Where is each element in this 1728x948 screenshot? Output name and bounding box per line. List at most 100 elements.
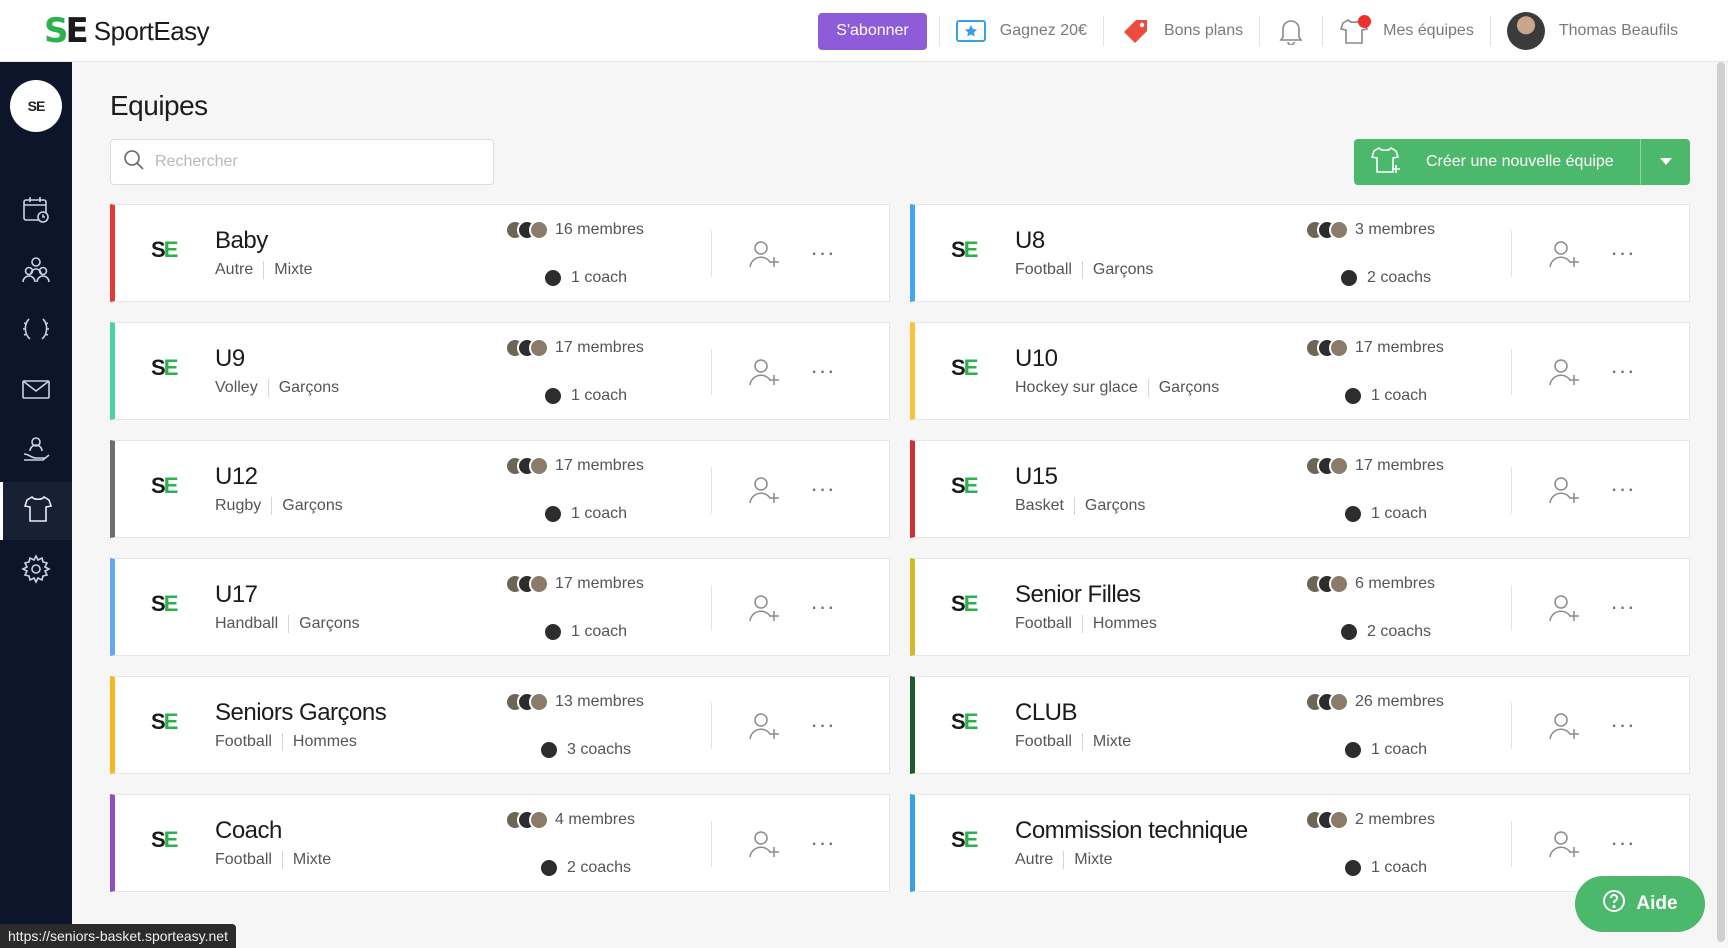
invite-member-button[interactable] (1547, 237, 1581, 271)
coach-avatars (539, 858, 559, 878)
sidebar-item-attendance[interactable] (0, 422, 72, 480)
create-team-button[interactable]: Créer une nouvelle équipe (1354, 139, 1640, 185)
team-members[interactable]: 16 membres (505, 220, 775, 240)
create-team-dropdown-toggle[interactable] (1640, 139, 1690, 185)
team-coaches[interactable]: 2 coachs (1339, 622, 1431, 642)
invite-member-button[interactable] (1547, 709, 1581, 743)
more-options-button[interactable]: ··· (810, 240, 836, 265)
search-input[interactable] (155, 153, 475, 171)
team-name[interactable]: CLUB (1015, 699, 1078, 726)
navbar-actions: S'abonner Gagnez 20€ Bons plans Mes équi… (818, 0, 1694, 62)
invite-member-button[interactable] (1547, 355, 1581, 389)
sidebar-item-teams[interactable] (0, 482, 72, 540)
invite-member-button[interactable] (1547, 473, 1581, 507)
team-card[interactable]: SE U8 Football Garçons 3 membres 2 coachs ··· (910, 204, 1690, 302)
team-members[interactable]: 17 membres (505, 574, 775, 594)
team-card[interactable]: SE Coach Football Mixte 4 membres 2 coachs ··· (110, 794, 890, 892)
team-members[interactable]: 13 membres (505, 692, 775, 712)
invite-member-button[interactable] (747, 591, 781, 625)
team-coaches[interactable]: 1 coach (1343, 740, 1427, 760)
team-name[interactable]: Coach (215, 817, 282, 844)
team-card[interactable]: SE Seniors Garçons Football Hommes 13 membre… (110, 676, 890, 774)
help-button[interactable]: Aide (1575, 876, 1705, 932)
top-navbar: SE SportEasy S'abonner Gagnez 20€ Bons p… (0, 0, 1728, 62)
more-options-button[interactable]: ··· (1610, 240, 1636, 265)
user-menu[interactable]: Thomas Beaufils (1489, 12, 1694, 50)
sidebar-item-settings[interactable] (0, 542, 72, 600)
invite-member-button[interactable] (747, 827, 781, 861)
member-avatars (505, 220, 549, 240)
team-coaches[interactable]: 1 coach (1343, 504, 1427, 524)
team-coaches[interactable]: 1 coach (1343, 858, 1427, 878)
sidebar-item-messages[interactable] (0, 362, 72, 420)
team-name[interactable]: Baby (215, 227, 268, 254)
invite-member-button[interactable] (747, 237, 781, 271)
team-coaches[interactable]: 1 coach (543, 386, 627, 406)
my-teams-link[interactable]: Mes équipes (1322, 15, 1490, 46)
club-logo[interactable]: SE (10, 80, 62, 132)
team-members[interactable]: 17 membres (505, 456, 775, 476)
more-options-button[interactable]: ··· (1610, 594, 1636, 619)
team-coaches[interactable]: 1 coach (1343, 386, 1427, 406)
invite-member-button[interactable] (747, 355, 781, 389)
invite-member-button[interactable] (747, 709, 781, 743)
team-card[interactable]: SE Senior Filles Football Hommes 6 membres 2 … (910, 558, 1690, 656)
team-name[interactable]: Seniors Garçons (215, 699, 387, 726)
earn-link[interactable]: Gagnez 20€ (938, 16, 1103, 46)
team-name[interactable]: U15 (1015, 463, 1058, 490)
more-options-button[interactable]: ··· (1610, 712, 1636, 737)
more-options-button[interactable]: ··· (810, 712, 836, 737)
team-card[interactable]: SE U10 Hockey sur glace Garçons 17 membres 1 … (910, 322, 1690, 420)
team-coaches[interactable]: 1 coach (543, 268, 627, 288)
team-members[interactable]: 4 membres (505, 810, 775, 830)
deals-link[interactable]: Bons plans (1102, 16, 1259, 46)
team-name[interactable]: U12 (215, 463, 258, 490)
invite-member-button[interactable] (747, 473, 781, 507)
brand-logo[interactable]: SE SportEasy (44, 14, 210, 48)
team-name[interactable]: U9 (215, 345, 245, 372)
team-coaches[interactable]: 3 coachs (539, 740, 631, 760)
team-members[interactable]: 17 membres (505, 338, 775, 358)
team-card[interactable]: SE U15 Basket Garçons 17 membres 1 coach ··· (910, 440, 1690, 538)
team-name[interactable]: Senior Filles (1015, 581, 1141, 608)
team-members[interactable]: 3 membres (1305, 220, 1575, 240)
more-options-button[interactable]: ··· (810, 476, 836, 501)
team-card[interactable]: SE U12 Rugby Garçons 17 membres 1 coach ··· (110, 440, 890, 538)
team-name[interactable]: U10 (1015, 345, 1058, 372)
more-options-button[interactable]: ··· (1610, 830, 1636, 855)
team-members[interactable]: 26 membres (1305, 692, 1575, 712)
sidebar-item-calendar[interactable] (0, 182, 72, 240)
team-card[interactable]: SE U17 Handball Garçons 17 membres 1 coach ··· (110, 558, 890, 656)
add-jersey-icon (1370, 145, 1402, 180)
more-options-button[interactable]: ··· (1610, 476, 1636, 501)
team-members[interactable]: 6 membres (1305, 574, 1575, 594)
avatar (539, 740, 559, 760)
more-options-button[interactable]: ··· (1610, 358, 1636, 383)
more-options-button[interactable]: ··· (810, 594, 836, 619)
team-card[interactable]: SE Baby Autre Mixte 16 membres 1 coach ··· (110, 204, 890, 302)
team-name[interactable]: U8 (1015, 227, 1045, 254)
sidebar-item-competitions[interactable] (0, 302, 72, 360)
team-coaches[interactable]: 1 coach (543, 622, 627, 642)
team-members[interactable]: 2 membres (1305, 810, 1575, 830)
team-name[interactable]: U17 (215, 581, 258, 608)
more-options-button[interactable]: ··· (810, 358, 836, 383)
team-members[interactable]: 17 membres (1305, 338, 1575, 358)
team-name[interactable]: Commission technique (1015, 817, 1248, 844)
notifications-button[interactable] (1259, 16, 1322, 46)
team-card[interactable]: SE U9 Volley Garçons 17 membres 1 coach ··· (110, 322, 890, 420)
invite-member-button[interactable] (1547, 591, 1581, 625)
page-scrollbar[interactable] (1717, 62, 1725, 942)
sidebar-item-members[interactable] (0, 242, 72, 300)
avatar (1329, 810, 1349, 830)
subscribe-button[interactable]: S'abonner (818, 12, 927, 50)
team-card[interactable]: SE Commission technique Autre Mixte 2 membre… (910, 794, 1690, 892)
team-coaches[interactable]: 2 coachs (1339, 268, 1431, 288)
team-card[interactable]: SE CLUB Football Mixte 26 membres 1 coach ··· (910, 676, 1690, 774)
invite-member-button[interactable] (1547, 827, 1581, 861)
team-coaches[interactable]: 2 coachs (539, 858, 631, 878)
team-coaches[interactable]: 1 coach (543, 504, 627, 524)
team-members[interactable]: 17 membres (1305, 456, 1575, 476)
search-box[interactable] (110, 139, 494, 185)
more-options-button[interactable]: ··· (810, 830, 836, 855)
